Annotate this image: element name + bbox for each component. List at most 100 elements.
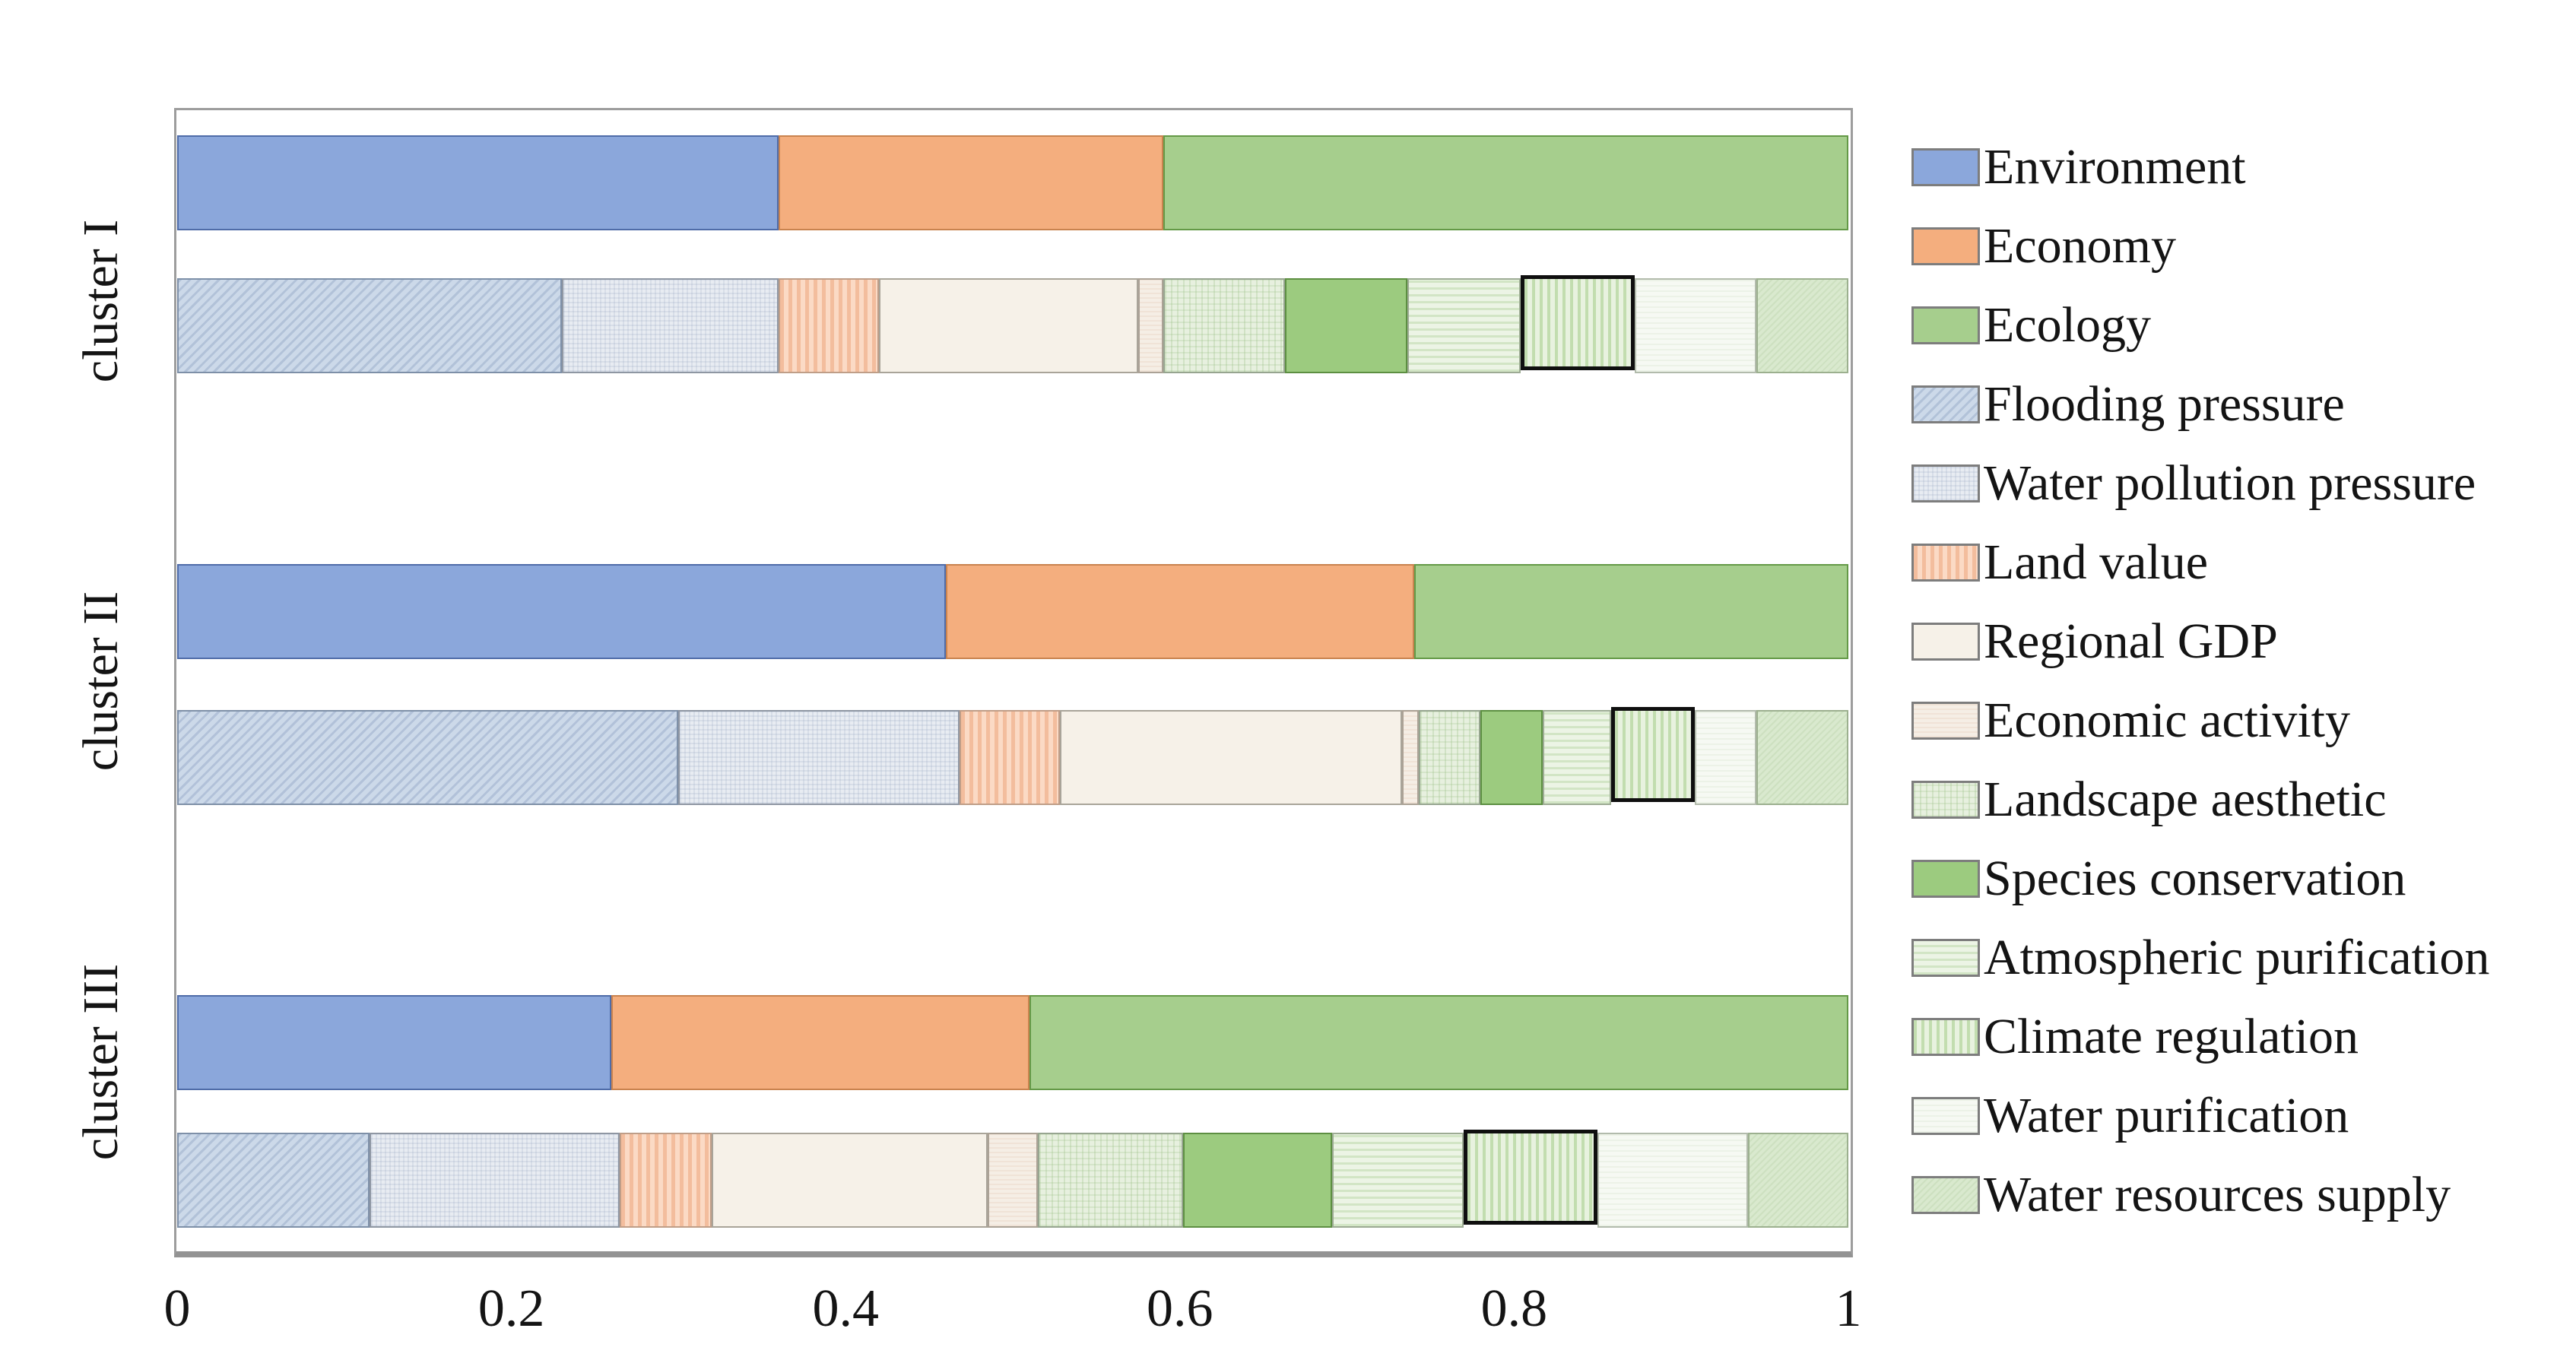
legend-label-land_value: Land value xyxy=(1984,534,2209,590)
legend-swatch-economic_activity xyxy=(1911,702,1980,740)
legend-item-water_purification: Water purification xyxy=(1911,1076,2489,1156)
segment-climate_regulation xyxy=(1610,707,1695,802)
legend-label-ecology: Ecology xyxy=(1984,297,2151,353)
segment-species_conservation xyxy=(1480,710,1543,805)
segment-regional_gdp xyxy=(1059,710,1403,805)
y-axis-label-cluster-i: cluster I xyxy=(73,219,128,383)
legend-label-regional_gdp: Regional GDP xyxy=(1984,613,2278,669)
legend-item-climate_regulation: Climate regulation xyxy=(1911,997,2489,1076)
legend-label-species_conservation: Species conservation xyxy=(1984,851,2406,906)
x-axis-tick-0.8: 0.8 xyxy=(1480,1279,1548,1338)
legend-item-landscape_aesthetic: Landscape aesthetic xyxy=(1911,760,2489,839)
legend-item-species_conservation: Species conservation xyxy=(1911,839,2489,918)
legend-label-landscape_aesthetic: Landscape aesthetic xyxy=(1984,772,2387,827)
legend-label-economic_activity: Economic activity xyxy=(1984,693,2351,748)
legend-item-economy: Economy xyxy=(1911,207,2489,286)
segment-ecology xyxy=(1163,135,1848,230)
legend-item-land_value: Land value xyxy=(1911,523,2489,602)
legend-item-economic_activity: Economic activity xyxy=(1911,681,2489,760)
legend-swatch-environment xyxy=(1911,148,1980,186)
segment-water_resources_supply xyxy=(1756,710,1848,805)
segment-flooding_pressure xyxy=(177,278,562,373)
segment-water_purification xyxy=(1694,710,1756,805)
segment-economic_activity xyxy=(1402,710,1420,805)
segment-flooding_pressure xyxy=(177,1133,370,1228)
segment-climate_regulation xyxy=(1521,275,1635,370)
segment-water_resources_supply xyxy=(1756,278,1848,373)
legend-swatch-water_resources_supply xyxy=(1911,1176,1980,1214)
legend-swatch-landscape_aesthetic xyxy=(1911,781,1980,819)
segment-economy xyxy=(611,995,1029,1090)
legend-swatch-species_conservation xyxy=(1911,860,1980,898)
x-axis-tick-0: 0 xyxy=(163,1279,191,1338)
legend-label-water_pollution_pressure: Water pollution pressure xyxy=(1984,455,2476,511)
legend-label-water_purification: Water purification xyxy=(1984,1088,2349,1143)
segment-atmospheric_purification xyxy=(1407,278,1521,373)
legend: Environment Economy Ecology Flooding pressu… xyxy=(1911,128,2489,1235)
segment-land_value xyxy=(620,1133,712,1228)
legend-item-environment: Environment xyxy=(1911,128,2489,207)
segment-economy xyxy=(779,135,1163,230)
bar-cluster-iii-detail xyxy=(177,1130,1848,1228)
legend-swatch-atmospheric_purification xyxy=(1911,939,1980,977)
segment-land_value xyxy=(959,710,1060,805)
legend-item-flooding_pressure: Flooding pressure xyxy=(1911,365,2489,444)
legend-label-environment: Environment xyxy=(1984,139,2246,195)
legend-label-economy: Economy xyxy=(1984,218,2176,274)
segment-atmospheric_purification xyxy=(1542,710,1611,805)
legend-label-atmospheric_purification: Atmospheric purification xyxy=(1984,930,2490,985)
segment-environment xyxy=(177,135,779,230)
legend-label-flooding_pressure: Flooding pressure xyxy=(1984,376,2345,432)
legend-swatch-water_pollution_pressure xyxy=(1911,464,1980,502)
legend-swatch-economy xyxy=(1911,227,1980,265)
legend-label-climate_regulation: Climate regulation xyxy=(1984,1009,2359,1064)
legend-swatch-flooding_pressure xyxy=(1911,385,1980,423)
segment-species_conservation xyxy=(1285,278,1407,373)
segment-water_pollution_pressure xyxy=(561,278,779,373)
segment-climate_regulation xyxy=(1464,1130,1598,1225)
segment-economic_activity xyxy=(987,1133,1038,1228)
x-axis-tick-0.6: 0.6 xyxy=(1147,1279,1213,1338)
legend-item-regional_gdp: Regional GDP xyxy=(1911,602,2489,681)
x-axis-tick-1: 1 xyxy=(1835,1279,1862,1338)
segment-economic_activity xyxy=(1137,278,1163,373)
legend-item-water_resources_supply: Water resources supply xyxy=(1911,1156,2489,1235)
segment-landscape_aesthetic xyxy=(1037,1133,1184,1228)
segment-water_pollution_pressure xyxy=(678,710,960,805)
bar-cluster-i-main xyxy=(177,135,1848,230)
segment-ecology xyxy=(1029,995,1848,1090)
segment-water_purification xyxy=(1597,1133,1749,1228)
plot-area xyxy=(177,111,1848,1251)
segment-ecology xyxy=(1413,564,1848,659)
segment-environment xyxy=(177,995,612,1090)
legend-swatch-regional_gdp xyxy=(1911,623,1980,661)
y-axis-label-cluster-ii: cluster II xyxy=(73,591,128,772)
segment-regional_gdp xyxy=(879,278,1138,373)
bar-cluster-ii-main xyxy=(177,564,1848,659)
segment-landscape_aesthetic xyxy=(1163,278,1286,373)
legend-swatch-climate_regulation xyxy=(1911,1018,1980,1056)
segment-regional_gdp xyxy=(712,1133,988,1228)
legend-item-water_pollution_pressure: Water pollution pressure xyxy=(1911,444,2489,523)
segment-species_conservation xyxy=(1183,1133,1332,1228)
legend-item-ecology: Ecology xyxy=(1911,286,2489,365)
bar-cluster-ii-detail xyxy=(177,707,1848,805)
segment-atmospheric_purification xyxy=(1331,1133,1464,1228)
segment-landscape_aesthetic xyxy=(1419,710,1481,805)
legend-label-water_resources_supply: Water resources supply xyxy=(1984,1167,2451,1222)
segment-flooding_pressure xyxy=(177,710,679,805)
segment-water_pollution_pressure xyxy=(369,1133,620,1228)
segment-water_purification xyxy=(1634,278,1757,373)
segment-environment xyxy=(177,564,947,659)
legend-swatch-land_value xyxy=(1911,544,1980,582)
bar-cluster-i-detail xyxy=(177,275,1848,373)
segment-land_value xyxy=(779,278,880,373)
legend-swatch-ecology xyxy=(1911,306,1980,344)
bar-cluster-iii-main xyxy=(177,995,1848,1090)
x-axis-tick-0.2: 0.2 xyxy=(477,1279,545,1338)
segment-water_resources_supply xyxy=(1748,1133,1848,1228)
segment-economy xyxy=(946,564,1414,659)
legend-item-atmospheric_purification: Atmospheric purification xyxy=(1911,918,2489,997)
legend-swatch-water_purification xyxy=(1911,1097,1980,1135)
